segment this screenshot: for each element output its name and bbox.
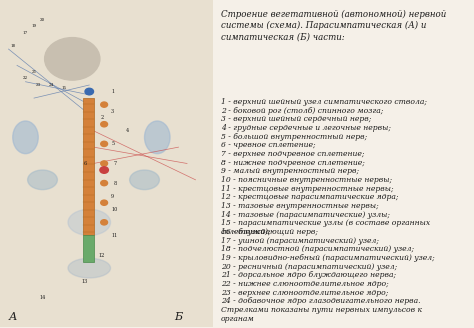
Text: 14 - тазовые (парасимпатические) узлы;: 14 - тазовые (парасимпатические) узлы; [221, 211, 390, 219]
Text: 4: 4 [126, 128, 129, 133]
Text: 7: 7 [113, 161, 116, 166]
Text: 10: 10 [111, 207, 118, 212]
FancyBboxPatch shape [83, 98, 93, 236]
Text: 12 - крестцовые парасимпатические ядра;: 12 - крестцовые парасимпатические ядра; [221, 194, 399, 201]
Text: 17: 17 [23, 31, 28, 35]
Text: 10 - поясничные внутренностные нервы;: 10 - поясничные внутренностные нервы; [221, 176, 392, 184]
Text: 16 - блуждающий нерв;: 16 - блуждающий нерв; [221, 228, 318, 236]
FancyBboxPatch shape [83, 236, 93, 261]
FancyBboxPatch shape [0, 0, 212, 327]
Ellipse shape [68, 258, 110, 278]
Text: 1: 1 [111, 89, 114, 94]
Text: 11: 11 [112, 233, 118, 238]
Circle shape [101, 200, 108, 205]
Text: 15: 15 [61, 86, 66, 90]
Circle shape [101, 161, 108, 166]
Text: 12: 12 [99, 253, 105, 257]
Circle shape [101, 102, 108, 107]
Text: 3: 3 [111, 109, 114, 114]
Text: 13: 13 [82, 279, 88, 284]
Ellipse shape [27, 170, 57, 190]
Text: 2 - боковой рог (столб) спинного мозга;: 2 - боковой рог (столб) спинного мозга; [221, 107, 383, 115]
Text: 1 - верхний шейный узел симпатического ствола;: 1 - верхний шейный узел симпатического с… [221, 98, 427, 106]
Text: 6: 6 [83, 161, 87, 166]
Text: 9 - малый внутренностный нерв;: 9 - малый внутренностный нерв; [221, 167, 359, 175]
Text: 9: 9 [111, 194, 114, 199]
Text: 5: 5 [111, 141, 114, 146]
Ellipse shape [130, 170, 159, 190]
Circle shape [45, 38, 100, 80]
Text: 2: 2 [100, 115, 104, 120]
Text: 15 - парасимпатические узлы (в составе органных
сплетений);: 15 - парасимпатические узлы (в составе о… [221, 219, 430, 236]
Text: А: А [9, 312, 17, 322]
Text: 23 - верхнее слюноотделительное ядро;: 23 - верхнее слюноотделительное ядро; [221, 289, 388, 297]
Text: 21 - дорсальное ядро блуждающего нерва;: 21 - дорсальное ядро блуждающего нерва; [221, 271, 396, 279]
Text: 6 - чревное сплетение;: 6 - чревное сплетение; [221, 141, 316, 150]
Text: 5 - большой внутренностный нерв;: 5 - большой внутренностный нерв; [221, 133, 367, 141]
Text: 19: 19 [31, 24, 36, 28]
Circle shape [101, 180, 108, 186]
Circle shape [85, 88, 93, 95]
Text: 18: 18 [10, 44, 15, 48]
Text: 8 - нижнее подчревное сплетение;: 8 - нижнее подчревное сплетение; [221, 159, 365, 167]
Text: 22: 22 [23, 76, 28, 80]
Circle shape [100, 167, 109, 173]
Text: 22 - нижнее слюноотделительное ядро;: 22 - нижнее слюноотделительное ядро; [221, 280, 389, 288]
Text: 14: 14 [39, 295, 46, 300]
Text: 3 - верхний шейный сердечный нерв;: 3 - верхний шейный сердечный нерв; [221, 115, 372, 123]
Ellipse shape [145, 121, 170, 154]
Text: Стрелками показаны пути нервных импульсов к
органам: Стрелками показаны пути нервных импульсо… [221, 306, 422, 323]
Text: 18 - подчелюстной (парасимпатический) узел;: 18 - подчелюстной (парасимпатический) уз… [221, 245, 414, 254]
Text: 17 - ушной (парасимпатический) узел;: 17 - ушной (парасимпатический) узел; [221, 237, 379, 245]
Text: 13 - тазовые внутренностные нервы;: 13 - тазовые внутренностные нервы; [221, 202, 379, 210]
Text: 23: 23 [36, 83, 41, 87]
Text: 8: 8 [113, 181, 117, 186]
Circle shape [101, 141, 108, 147]
Circle shape [101, 220, 108, 225]
Text: 7 - верхнее подчревное сплетение;: 7 - верхнее подчревное сплетение; [221, 150, 365, 158]
Ellipse shape [13, 121, 38, 154]
Text: 4 - грудные сердечные и легочные нервы;: 4 - грудные сердечные и легочные нервы; [221, 124, 391, 132]
Text: 20 - ресничный (парасимпатический) узел;: 20 - ресничный (парасимпатический) узел; [221, 263, 397, 271]
Text: 24 - добавочное ядро глазодвигательного нерва.: 24 - добавочное ядро глазодвигательного … [221, 297, 420, 305]
Text: 11 - крестцовые внутренностные нервы;: 11 - крестцовые внутренностные нервы; [221, 185, 394, 193]
Text: 21: 21 [31, 70, 36, 74]
Text: 24: 24 [48, 83, 54, 87]
Text: Б: Б [174, 312, 182, 322]
Circle shape [101, 122, 108, 127]
Text: 20: 20 [40, 18, 45, 22]
Text: 19 - крыловидно-небный (парасимпатический) узел;: 19 - крыловидно-небный (парасимпатически… [221, 254, 435, 262]
Text: Строение вегетативной (автономной) нервной
системы (схема). Парасимпатическая (А: Строение вегетативной (автономной) нервн… [221, 10, 447, 41]
Ellipse shape [68, 209, 110, 236]
